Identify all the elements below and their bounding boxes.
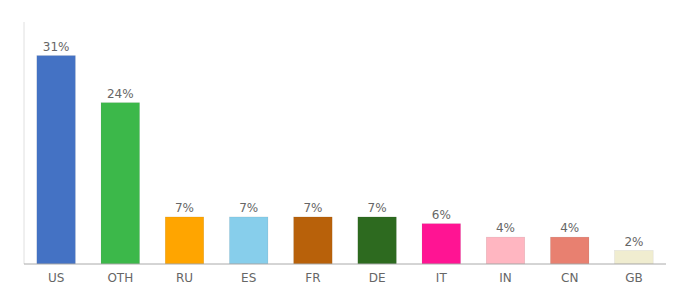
bar <box>165 217 204 264</box>
y-axis-line <box>24 22 25 264</box>
x-tick-label: IN <box>499 271 512 285</box>
bar <box>422 224 461 264</box>
bar <box>37 56 76 264</box>
bar <box>358 217 397 264</box>
bars <box>37 56 653 264</box>
data-label: 4% <box>496 221 515 235</box>
data-label: 24% <box>107 87 134 101</box>
data-label: 7% <box>368 201 387 215</box>
chart-container: 31% 24% 7% 7% 7% 7% 6% 4% 4% 2% US OTH RU ES FR DE IT IN C… <box>0 0 680 300</box>
data-label: 31% <box>43 40 70 54</box>
bar <box>229 217 268 264</box>
bar <box>101 103 140 264</box>
chart: 31% 24% 7% 7% 7% 7% 6% 4% 4% 2% US OTH RU ES FR DE IT IN C… <box>0 0 680 300</box>
bar <box>550 237 589 264</box>
bar <box>615 251 654 264</box>
x-tick-label: US <box>48 271 64 285</box>
x-axis-line <box>24 264 666 265</box>
x-tick-label: ES <box>241 271 256 285</box>
data-label: 2% <box>624 235 643 249</box>
bar <box>486 237 525 264</box>
x-tick-label: IT <box>436 271 448 285</box>
x-tick-label: CN <box>561 271 578 285</box>
x-tick-label: DE <box>369 271 386 285</box>
x-tick-label: RU <box>176 271 193 285</box>
data-label: 4% <box>560 221 579 235</box>
data-label: 7% <box>239 201 258 215</box>
x-tick-label: GB <box>625 271 643 285</box>
x-tick-label: FR <box>305 271 320 285</box>
x-tick-label: OTH <box>107 271 133 285</box>
data-label: 6% <box>432 208 451 222</box>
data-label: 7% <box>175 201 194 215</box>
bar <box>294 217 333 264</box>
data-label: 7% <box>303 201 322 215</box>
